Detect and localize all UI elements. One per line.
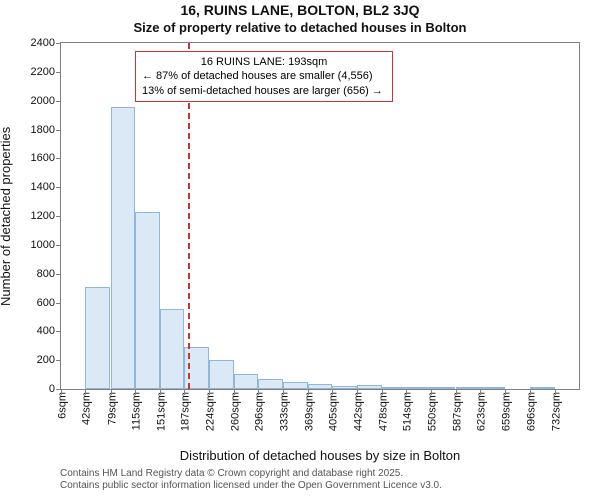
histogram-bar	[456, 387, 480, 389]
x-tick-label: 6sqm	[54, 392, 69, 419]
x-tick-label: 587sqm	[448, 392, 463, 431]
histogram-bar	[530, 387, 554, 389]
annotation-title: 16 RUINS LANE: 193sqm	[142, 55, 386, 69]
y-tick-mark	[56, 274, 61, 275]
chart-container: 16, RUINS LANE, BOLTON, BL2 3JQ Size of …	[0, 0, 600, 500]
x-tick-mark	[431, 390, 432, 395]
histogram-bar	[234, 374, 258, 389]
x-tick-mark	[357, 390, 358, 395]
x-tick-mark	[85, 390, 86, 395]
x-tick-mark	[160, 390, 161, 395]
annotation-line-1: ← 87% of detached houses are smaller (4,…	[142, 69, 386, 83]
annotation-line-2: 13% of semi-detached houses are larger (…	[142, 84, 386, 98]
histogram-bar	[85, 287, 109, 389]
title-sub: Size of property relative to detached ho…	[0, 20, 600, 35]
y-tick-mark	[56, 187, 61, 188]
histogram-bar	[308, 384, 332, 389]
x-tick-label: 659sqm	[497, 392, 512, 431]
x-tick-label: 260sqm	[226, 392, 241, 431]
annotation-box: 16 RUINS LANE: 193sqm← 87% of detached h…	[135, 51, 393, 102]
footer-line-1: Contains HM Land Registry data © Crown c…	[60, 468, 403, 479]
histogram-bar	[283, 382, 307, 389]
x-tick-mark	[555, 390, 556, 395]
x-tick-label: 442sqm	[350, 392, 365, 431]
histogram-bar	[382, 387, 406, 389]
histogram-bar	[209, 360, 233, 389]
x-tick-mark	[456, 390, 457, 395]
histogram-bar	[357, 385, 381, 389]
x-tick-mark	[209, 390, 210, 395]
y-tick-mark	[56, 245, 61, 246]
x-tick-label: 550sqm	[423, 392, 438, 431]
title-main: 16, RUINS LANE, BOLTON, BL2 3JQ	[0, 2, 600, 18]
histogram-bar	[332, 386, 356, 389]
y-tick-mark	[56, 303, 61, 304]
y-tick-mark	[56, 130, 61, 131]
histogram-bar	[160, 309, 184, 389]
x-tick-label: 478sqm	[374, 392, 389, 431]
x-tick-label: 296sqm	[251, 392, 266, 431]
x-tick-mark	[234, 390, 235, 395]
x-tick-label: 151sqm	[152, 392, 167, 431]
histogram-bar	[135, 212, 159, 389]
y-tick-mark	[56, 158, 61, 159]
x-tick-mark	[258, 390, 259, 395]
x-tick-mark	[283, 390, 284, 395]
x-tick-label: 224sqm	[202, 392, 217, 431]
y-tick-mark	[56, 360, 61, 361]
x-tick-mark	[406, 390, 407, 395]
footer-text: Contains HM Land Registry data © Crown c…	[60, 468, 442, 492]
x-tick-label: 405sqm	[325, 392, 340, 431]
y-tick-mark	[56, 43, 61, 44]
x-tick-label: 623sqm	[473, 392, 488, 431]
histogram-bar	[480, 387, 504, 389]
x-tick-mark	[184, 390, 185, 395]
x-tick-mark	[111, 390, 112, 395]
x-tick-mark	[505, 390, 506, 395]
x-tick-label: 732sqm	[547, 392, 562, 431]
footer-line-2: Contains public sector information licen…	[60, 480, 442, 491]
x-tick-mark	[135, 390, 136, 395]
x-tick-mark	[61, 390, 62, 395]
x-tick-label: 514sqm	[399, 392, 414, 431]
histogram-bar	[258, 379, 282, 389]
y-tick-mark	[56, 72, 61, 73]
x-tick-label: 79sqm	[103, 392, 118, 425]
plot-area: 0200400600800100012001400160018002000220…	[60, 42, 580, 390]
histogram-bar	[431, 387, 455, 389]
x-tick-mark	[308, 390, 309, 395]
x-tick-label: 333sqm	[276, 392, 291, 431]
y-tick-mark	[56, 101, 61, 102]
x-tick-mark	[332, 390, 333, 395]
histogram-bar	[111, 107, 135, 389]
x-tick-mark	[382, 390, 383, 395]
y-tick-mark	[56, 216, 61, 217]
y-tick-mark	[56, 331, 61, 332]
x-tick-label: 369sqm	[300, 392, 315, 431]
histogram-bar	[406, 387, 430, 389]
x-tick-mark	[480, 390, 481, 395]
x-tick-label: 696sqm	[523, 392, 538, 431]
x-axis-label: Distribution of detached houses by size …	[60, 448, 580, 463]
x-tick-label: 42sqm	[78, 392, 93, 425]
x-tick-label: 187sqm	[177, 392, 192, 431]
x-tick-mark	[530, 390, 531, 395]
x-tick-label: 115sqm	[128, 392, 143, 430]
y-axis-label: Number of detached properties	[0, 42, 14, 390]
